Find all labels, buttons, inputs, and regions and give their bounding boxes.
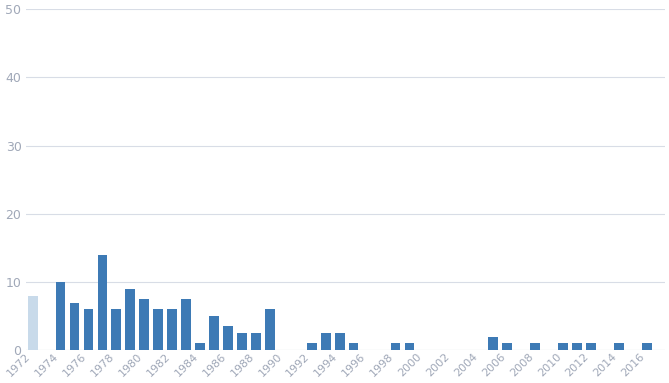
Bar bbox=[502, 344, 512, 350]
Bar bbox=[251, 333, 261, 350]
Bar bbox=[181, 299, 191, 350]
Bar bbox=[167, 309, 177, 350]
Bar bbox=[586, 344, 596, 350]
Bar bbox=[530, 344, 540, 350]
Bar bbox=[642, 344, 652, 350]
Bar bbox=[307, 344, 316, 350]
Bar bbox=[56, 282, 66, 350]
Bar bbox=[195, 344, 205, 350]
Bar bbox=[125, 289, 135, 350]
Bar bbox=[572, 344, 582, 350]
Bar bbox=[614, 344, 624, 350]
Bar bbox=[223, 326, 233, 350]
Bar bbox=[209, 316, 219, 350]
Bar bbox=[70, 303, 80, 350]
Bar bbox=[265, 309, 275, 350]
Bar bbox=[405, 344, 414, 350]
Bar bbox=[237, 333, 247, 350]
Bar bbox=[334, 333, 345, 350]
Bar bbox=[349, 344, 359, 350]
Bar bbox=[153, 309, 163, 350]
Bar bbox=[321, 333, 330, 350]
Bar bbox=[98, 255, 107, 350]
Bar bbox=[112, 309, 121, 350]
Bar bbox=[139, 299, 149, 350]
Bar bbox=[84, 309, 94, 350]
Bar bbox=[558, 344, 568, 350]
Bar bbox=[488, 337, 498, 350]
Bar bbox=[391, 344, 400, 350]
Bar bbox=[27, 296, 37, 350]
